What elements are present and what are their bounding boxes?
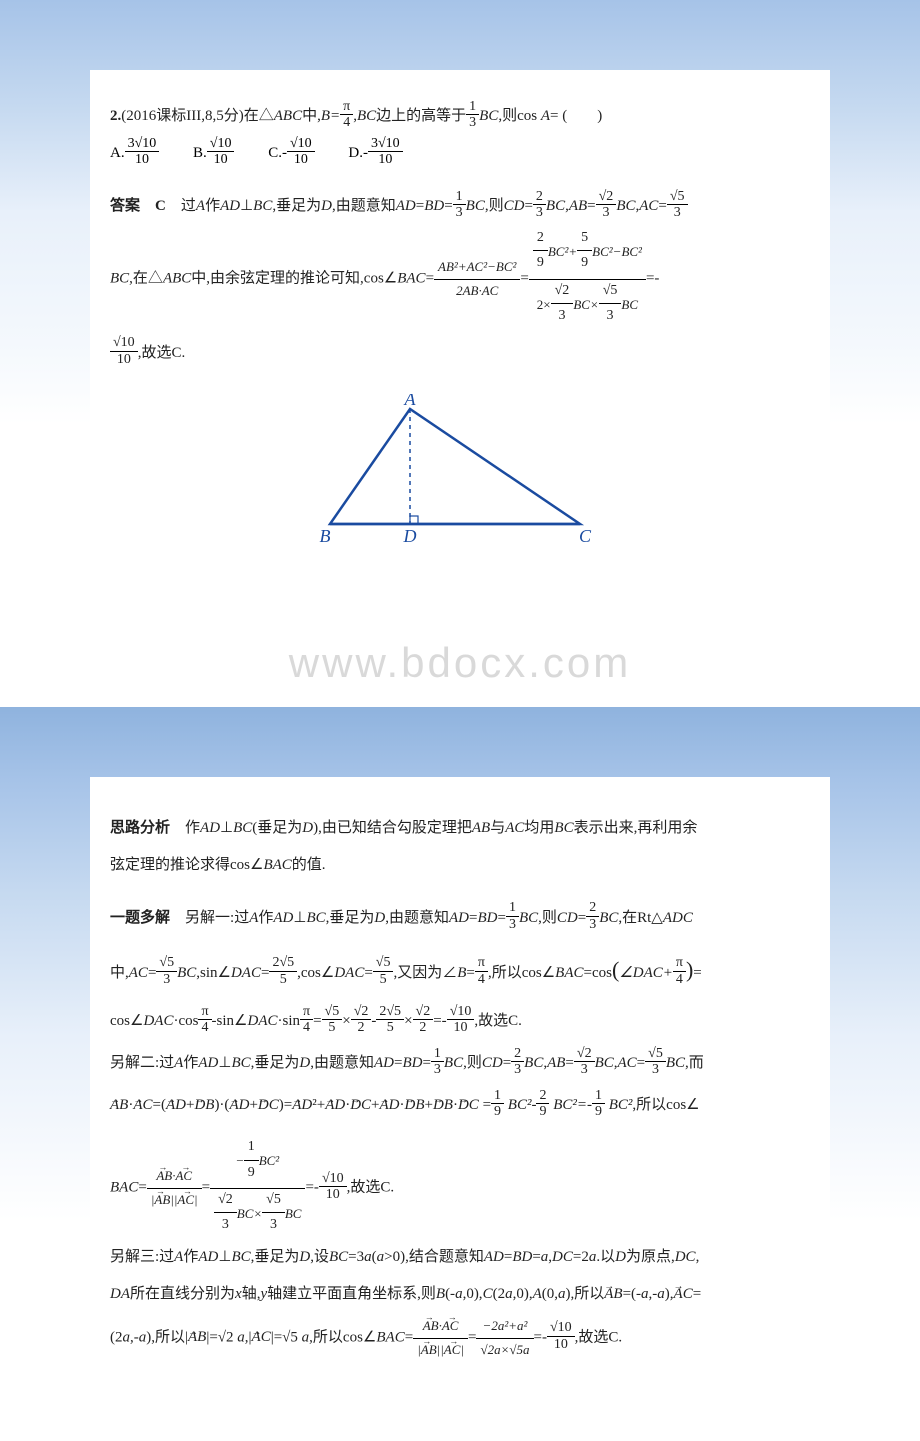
svg-text:C: C (579, 526, 592, 546)
sol1-line-3: cos∠DAC·cosπ4-sin∠DAC·sinπ4=√55×√22-2√55… (110, 1000, 810, 1042)
sol3-line-2: DA所在直线分别为x轴,y轴建立平面直角坐标系,则B(-a,0),C(2a,0)… (110, 1278, 810, 1311)
answer-block: 答案 C 过A作AD⊥BC,垂足为D,由题意知AD=BD=13BC,则CD=23… (110, 185, 810, 227)
sol2-line-2: →AB·→AC=(→AD+→DB)·(→AD+→DC)=→AD²+→AD·→DC… (110, 1084, 810, 1126)
sol3-line-1: 另解三:过A作AD⊥BC,垂足为D,设BC=3a(a>0),结合题意知AD=BD… (110, 1241, 810, 1274)
option-a: A.3√1010 (110, 137, 159, 170)
sol1-line-2: 中,AC=√53BC,sin∠DAC=2√55,cos∠DAC=√55,又因为∠… (110, 939, 810, 1001)
sol3-line-3: (2a,-a),所以|→AB|=√2 a,|→AC|=√5 a,所以cos∠BA… (110, 1315, 810, 1362)
analysis-line-2: 弦定理的推论求得cos∠BAC的值. (110, 849, 810, 882)
answer-line-2: BC,在△ABC中,由余弦定理的推论可知,cos∠BAC=AB²+AC²−BC²… (110, 227, 810, 332)
problem-number: 2. (110, 108, 121, 124)
triangle-diagram: A B C D (110, 394, 810, 559)
watermark: www.bdocx.com (10, 639, 910, 687)
triangle-svg: A B C D (310, 394, 610, 554)
svg-text:D: D (403, 526, 417, 546)
svg-text:B: B (320, 526, 331, 546)
problem-statement: 2.(2016课标III,8,5分)在△ABC中,B=π4,BC边上的高等于13… (110, 100, 810, 133)
svg-text:A: A (404, 394, 417, 409)
multi-solution-block: 一题多解 另解一:过A作AD⊥BC,垂足为D,由题意知AD=BD=13BC,则C… (110, 897, 810, 939)
answer-label: 答案 (110, 198, 140, 214)
page-1: 2.(2016课标III,8,5分)在△ABC中,B=π4,BC边上的高等于13… (0, 0, 920, 707)
option-c: C.-√1010 (268, 137, 314, 170)
option-b: B.√1010 (193, 137, 234, 170)
answer-letter: C (155, 198, 166, 214)
answer-options: A.3√1010 B.√1010 C.-√1010 D.-3√1010 (110, 137, 810, 170)
page-2: 思路分析 作AD⊥BC(垂足为D),由已知结合勾股定理把AB与AC均用BC表示出… (0, 707, 920, 1441)
content-panel-2: 思路分析 作AD⊥BC(垂足为D),由已知结合勾股定理把AB与AC均用BC表示出… (90, 777, 830, 1392)
analysis-label: 思路分析 (110, 820, 170, 836)
option-d: D.-3√1010 (348, 137, 402, 170)
sol2-line-1: 另解二:过A作AD⊥BC,垂足为D,由题意知AD=BD=13BC,则CD=23B… (110, 1042, 810, 1084)
sol2-line-3: BAC=→→AB·AC→→|AB||AC|=−19BC²√23BC×√53BC=… (110, 1136, 810, 1241)
answer-line-3: √1010,故选C. (110, 332, 810, 374)
analysis-block: 思路分析 作AD⊥BC(垂足为D),由已知结合勾股定理把AB与AC均用BC表示出… (110, 807, 810, 849)
content-panel-1: 2.(2016课标III,8,5分)在△ABC中,B=π4,BC边上的高等于13… (90, 70, 830, 599)
problem-source: (2016课标III,8,5分) (121, 108, 243, 124)
multi-label: 一题多解 (110, 910, 170, 926)
